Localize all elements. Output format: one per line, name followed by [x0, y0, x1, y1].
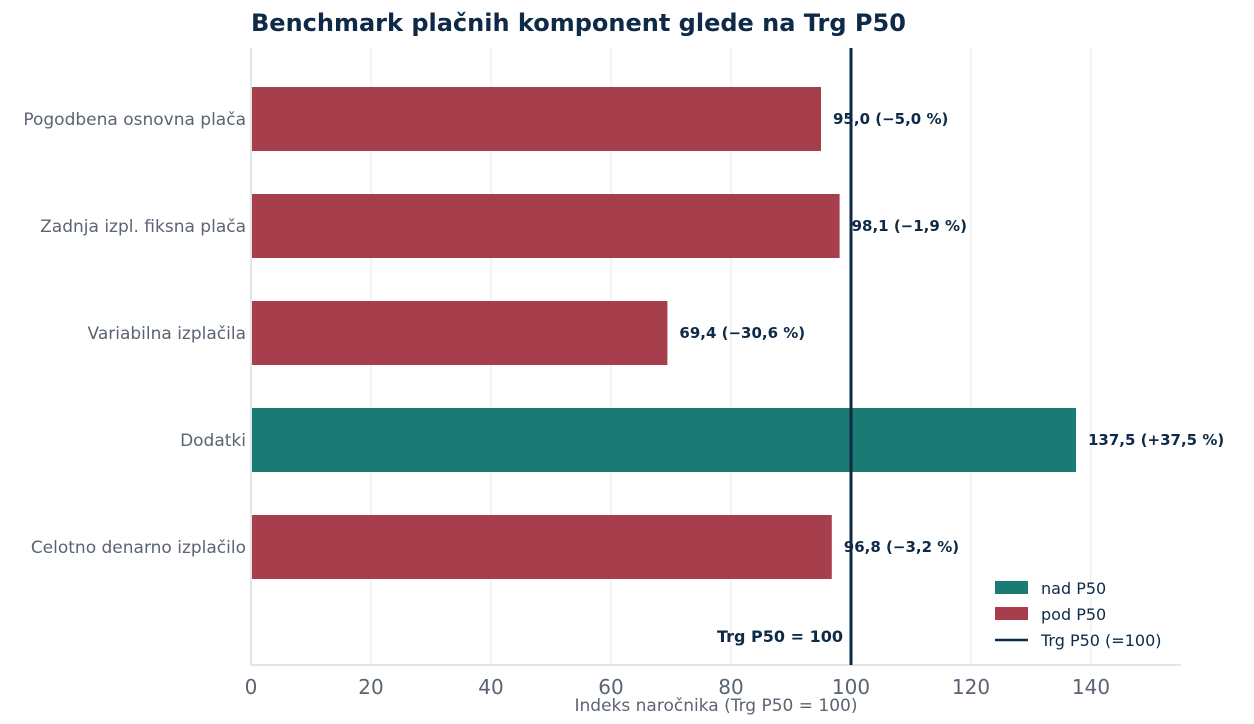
legend-swatch-nad [995, 581, 1028, 594]
bar [252, 515, 832, 579]
legend-label-ref: Trg P50 (=100) [1040, 631, 1161, 650]
x-tick-label: 20 [358, 675, 383, 699]
chart-title: Benchmark plačnih komponent glede na Trg… [251, 9, 906, 37]
bar [252, 194, 840, 258]
x-tick-label: 80 [718, 675, 743, 699]
x-tick-label: 0 [245, 675, 258, 699]
category-label: Variabilna izplačila [88, 324, 246, 344]
x-tick-label: 120 [952, 675, 990, 699]
bar [252, 87, 821, 151]
x-tick-label: 40 [478, 675, 503, 699]
value-label: 96,8 (−3,2 %) [844, 538, 959, 556]
bar [252, 301, 668, 365]
value-label: 69,4 (−30,6 %) [679, 324, 805, 342]
bar-layer [252, 87, 1076, 579]
bar [252, 408, 1076, 472]
label-layer: Pogodbena osnovna plača 95,0 (−5,0 %) Zadn… [23, 110, 1224, 558]
axis-layer: 0 20 40 60 80 100 120 140 [245, 48, 1181, 699]
value-label: 98,1 (−1,9 %) [852, 217, 967, 235]
reference-line-label: Trg P50 = 100 [717, 627, 843, 646]
legend-swatch-pod [995, 607, 1028, 620]
category-label: Dodatki [180, 431, 246, 451]
legend-label-pod: pod P50 [1041, 605, 1106, 624]
x-tick-label: 100 [832, 675, 870, 699]
legend-label-nad: nad P50 [1041, 579, 1106, 598]
value-label: 137,5 (+37,5 %) [1088, 431, 1224, 449]
category-label: Celotno denarno izplačilo [31, 538, 246, 558]
x-tick-label: 60 [598, 675, 623, 699]
legend: nad P50 pod P50 Trg P50 (=100) [995, 579, 1161, 650]
category-label: Zadnja izpl. fiksna plača [40, 217, 246, 237]
category-label: Pogodbena osnovna plača [23, 110, 246, 130]
x-axis-label: Indeks naročnika (Trg P50 = 100) [575, 696, 858, 716]
x-tick-label: 140 [1072, 675, 1110, 699]
reference-line-layer: Trg P50 = 100 [717, 48, 853, 665]
value-label: 95,0 (−5,0 %) [833, 110, 948, 128]
